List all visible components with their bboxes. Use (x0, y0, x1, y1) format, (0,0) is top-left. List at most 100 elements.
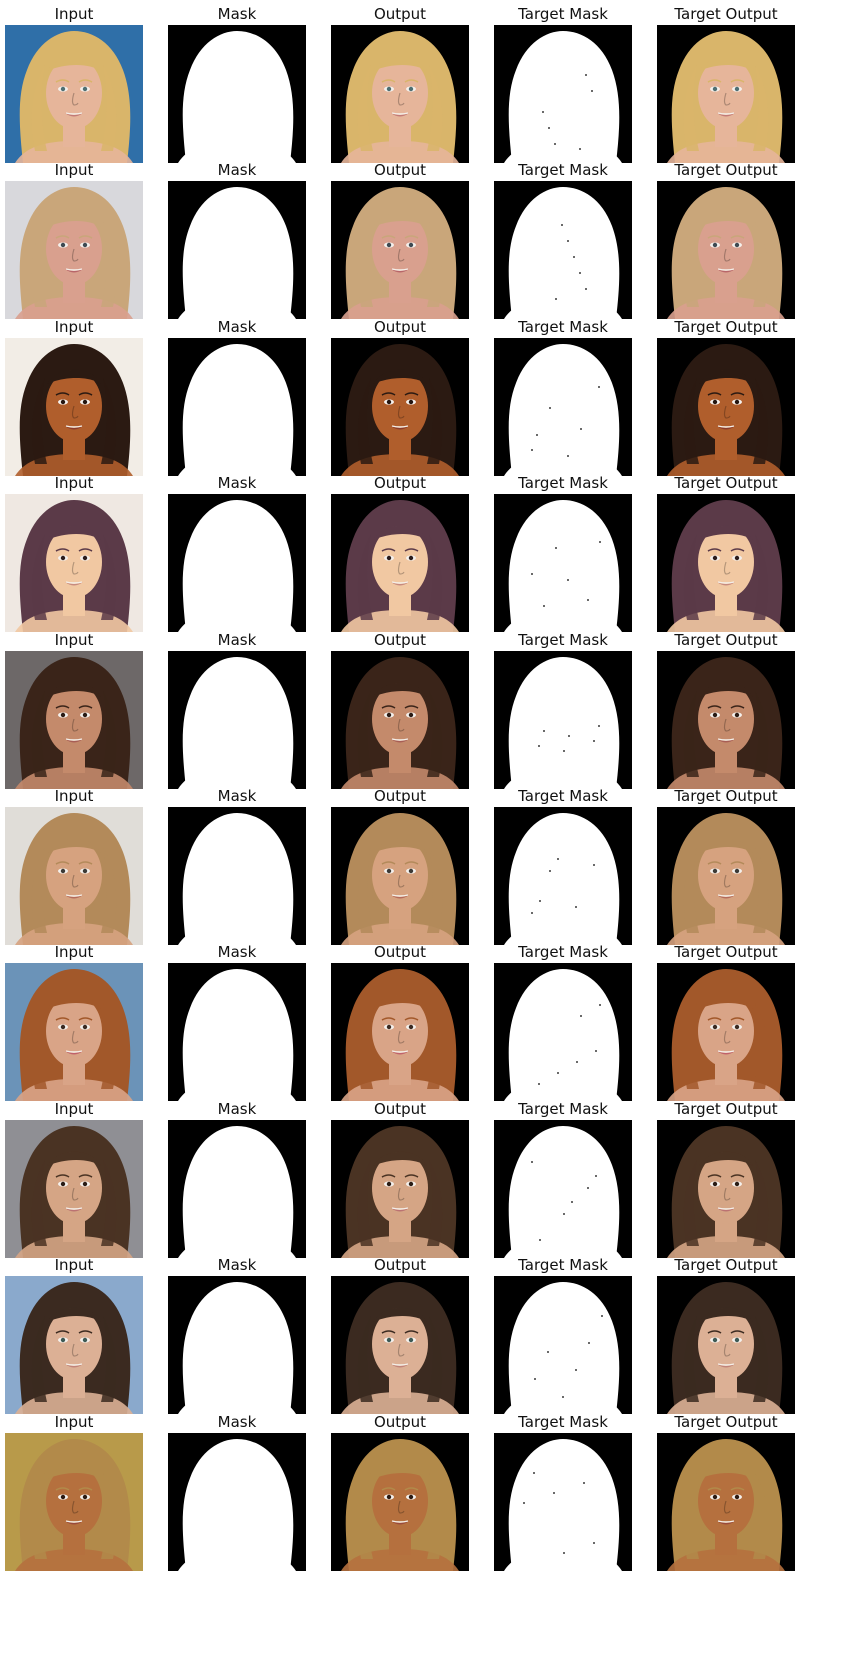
mask-image (168, 181, 306, 319)
target-mask-image (494, 807, 632, 945)
panel-target-output: Target Output (657, 1099, 795, 1259)
panel-title: Input (54, 474, 94, 492)
panel-input: Input (5, 160, 143, 320)
panel-target-output: Target Output (657, 1412, 795, 1572)
panel-title: Mask (217, 1100, 257, 1118)
panel-target-mask: Target Mask (494, 1412, 632, 1572)
panel-title: Target Mask (518, 1100, 608, 1118)
input-image (5, 1276, 143, 1414)
panel-title: Input (54, 5, 94, 23)
panel-title: Mask (217, 1256, 257, 1274)
panel-target-output: Target Output (657, 473, 795, 633)
output-image (331, 338, 469, 476)
panel-mask: Mask (168, 1099, 306, 1259)
output-image (331, 963, 469, 1101)
mask-image (168, 1120, 306, 1258)
panel-target-output: Target Output (657, 630, 795, 790)
panel-title: Target Mask (518, 1413, 608, 1431)
panel-target-mask: Target Mask (494, 630, 632, 790)
panel-target-mask: Target Mask (494, 160, 632, 320)
panel-mask: Mask (168, 942, 306, 1102)
panel-output: Output (331, 1255, 469, 1415)
panel-target-output: Target Output (657, 317, 795, 477)
panel-output: Output (331, 786, 469, 946)
target-mask-image (494, 181, 632, 319)
panel-title: Input (54, 787, 94, 805)
panel-title: Mask (217, 631, 257, 649)
panel-output: Output (331, 1099, 469, 1259)
panel-title: Mask (217, 1413, 257, 1431)
panel-title: Output (373, 161, 427, 179)
panel-mask: Mask (168, 1412, 306, 1572)
panel-title: Target Mask (518, 943, 608, 961)
mask-image (168, 963, 306, 1101)
panel-output: Output (331, 317, 469, 477)
panel-mask: Mask (168, 4, 306, 164)
panel-input: Input (5, 1099, 143, 1259)
target-mask-image (494, 25, 632, 163)
target-output-image (657, 338, 795, 476)
output-image (331, 1120, 469, 1258)
panel-title: Target Mask (518, 5, 608, 23)
panel-mask: Mask (168, 473, 306, 633)
panel-title: Output (373, 787, 427, 805)
mask-image (168, 1276, 306, 1414)
panel-title: Target Output (674, 1413, 778, 1431)
panel-title: Output (373, 631, 427, 649)
panel-title: Target Mask (518, 474, 608, 492)
target-mask-image (494, 651, 632, 789)
mask-image (168, 651, 306, 789)
target-mask-image (494, 963, 632, 1101)
panel-title: Input (54, 1256, 94, 1274)
panel-output: Output (331, 1412, 469, 1572)
panel-title: Target Output (674, 631, 778, 649)
target-mask-image (494, 1276, 632, 1414)
input-image (5, 651, 143, 789)
output-image (331, 1433, 469, 1571)
panel-title: Target Output (674, 161, 778, 179)
panel-title: Output (373, 1413, 427, 1431)
panel-target-output: Target Output (657, 160, 795, 320)
panel-title: Target Output (674, 5, 778, 23)
mask-image (168, 807, 306, 945)
target-output-image (657, 1433, 795, 1571)
panel-target-output: Target Output (657, 942, 795, 1102)
panel-title: Output (373, 1256, 427, 1274)
panel-input: Input (5, 4, 143, 164)
panel-title: Target Output (674, 943, 778, 961)
panel-mask: Mask (168, 317, 306, 477)
panel-title: Target Mask (518, 631, 608, 649)
panel-title: Input (54, 631, 94, 649)
target-output-image (657, 494, 795, 632)
input-image (5, 1120, 143, 1258)
output-image (331, 1276, 469, 1414)
panel-title: Output (373, 943, 427, 961)
panel-input: Input (5, 1412, 143, 1572)
input-image (5, 494, 143, 632)
input-image (5, 25, 143, 163)
panel-output: Output (331, 4, 469, 164)
panel-title: Target Output (674, 1256, 778, 1274)
panel-mask: Mask (168, 1255, 306, 1415)
panel-input: Input (5, 317, 143, 477)
panel-target-output: Target Output (657, 4, 795, 164)
input-image (5, 338, 143, 476)
panel-target-mask: Target Mask (494, 1099, 632, 1259)
panel-input: Input (5, 473, 143, 633)
panel-title: Mask (217, 787, 257, 805)
panel-title: Target Mask (518, 161, 608, 179)
target-mask-image (494, 494, 632, 632)
panel-title: Target Mask (518, 787, 608, 805)
panel-title: Target Output (674, 318, 778, 336)
panel-target-output: Target Output (657, 786, 795, 946)
target-output-image (657, 963, 795, 1101)
target-output-image (657, 807, 795, 945)
panel-title: Input (54, 161, 94, 179)
panel-title: Output (373, 5, 427, 23)
panel-input: Input (5, 786, 143, 946)
panel-target-mask: Target Mask (494, 1255, 632, 1415)
mask-image (168, 1433, 306, 1571)
target-mask-image (494, 1120, 632, 1258)
input-image (5, 963, 143, 1101)
